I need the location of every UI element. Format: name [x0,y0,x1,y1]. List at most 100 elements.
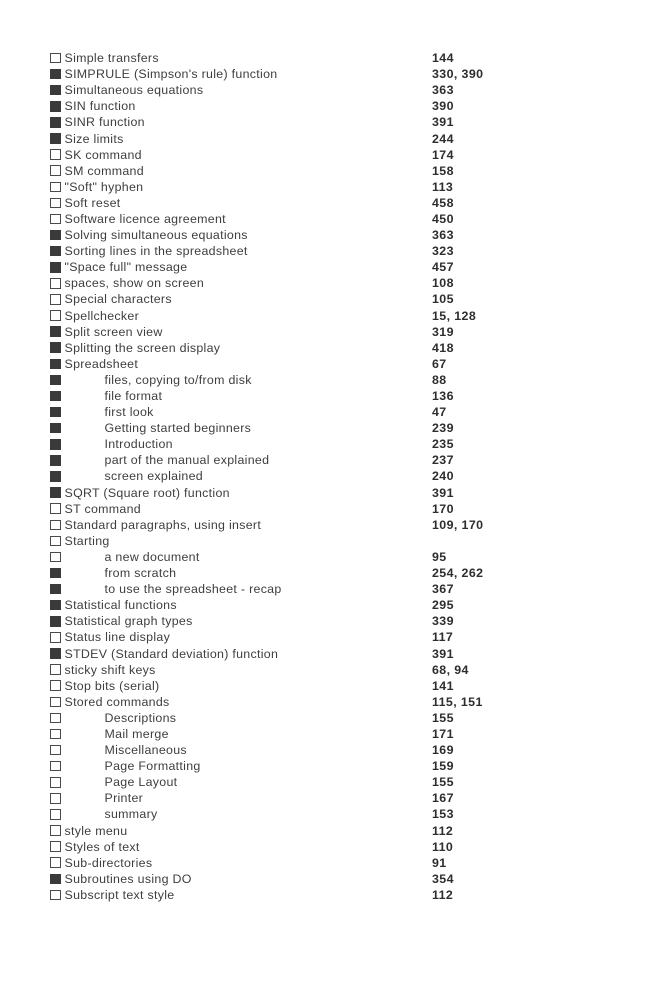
index-entry-row: SQRT (Square root) function 391 [50,485,610,501]
entry-page-numbers: 295 [432,598,454,613]
entry-label: Statistical functions [64,598,177,613]
index-entry-list: Simple transfers 144 SIMPRULE (Simpson's… [50,50,610,903]
index-entry-row: Split screen view 319 [50,324,610,340]
checkbox-icon [50,487,61,498]
index-entry-row: files, copying to/from disk 88 [50,372,610,388]
entry-page-numbers: 136 [432,389,454,404]
entry-label: sticky shift keys [64,662,156,677]
checkbox-icon [50,422,61,434]
entry-page-numbers: 155 [432,710,454,725]
index-entry-row: Mail merge 171 [50,726,610,742]
checkbox-icon [50,197,61,209]
checkbox-icon [50,503,61,514]
checkbox-icon [50,455,61,466]
entry-page-numbers: 115, 151 [432,694,483,709]
index-entry-row: Miscellaneous 169 [50,742,610,758]
checkbox-icon [50,728,61,740]
checkbox-icon [50,213,61,225]
index-entry-row: sticky shift keys 68, 94 [50,662,610,678]
checkbox-icon [50,342,61,353]
checkbox-icon [50,664,61,675]
index-entry-row: Standard paragraphs, using insert 109, 1… [50,517,610,533]
index-entry-row: a new document 95 [50,549,610,565]
entry-page-numbers: 458 [432,195,454,210]
entry-page-numbers: 367 [432,582,454,597]
index-entry-row: Introduction 235 [50,436,610,452]
entry-page-numbers: 391 [432,115,454,130]
entry-label: Getting started beginners [104,421,252,436]
index-entry-row: summary 153 [50,806,610,822]
entry-label: SINR function [64,115,145,130]
checkbox-icon [50,229,61,241]
entry-label: style menu [64,823,128,838]
checkbox-icon [50,294,61,305]
entry-label: Page Formatting [104,759,201,774]
index-entry-row: SK command 174 [50,147,610,163]
entry-page-numbers: 108 [432,276,454,291]
entry-label: files, copying to/from disk [104,372,252,387]
checkbox-icon [50,101,61,112]
entry-page-numbers: 112 [432,823,454,838]
checkbox-icon [50,583,61,595]
entry-label: Starting [64,533,110,548]
entry-page-numbers: 174 [432,147,454,162]
entry-label: SIN function [64,99,136,114]
entry-page-numbers: 155 [432,775,454,790]
entry-label: Styles of text [64,839,140,854]
checkbox-icon [50,519,61,531]
entry-page-numbers: 390 [432,99,454,114]
entry-label: ST command [64,501,141,516]
checkbox-icon [50,793,61,804]
checkbox-icon [50,149,61,160]
checkbox-icon [50,374,61,386]
entry-page-numbers: 95 [432,549,447,564]
entry-page-numbers: 110 [432,839,454,854]
checkbox-icon [50,68,61,80]
index-entry-row: Page Layout 155 [50,774,610,790]
checkbox-icon [50,117,61,128]
index-entry-row: to use the spreadsheet - recap 367 [50,581,610,597]
entry-label: a new document [104,549,200,564]
checkbox-icon [50,599,61,611]
entry-label: Simultaneous equations [64,83,204,98]
entry-label: Subscript text style [64,887,175,902]
checkbox-icon [50,326,61,337]
index-entry-row: Subroutines using DO 354 [50,871,610,887]
checkbox-icon [50,535,61,547]
entry-label: Stored commands [64,694,170,709]
entry-page-numbers: 15, 128 [432,308,477,323]
index-entry-row: file format 136 [50,388,610,404]
entry-label: part of the manual explained [104,453,270,468]
entry-page-numbers: 67 [432,356,447,371]
entry-page-numbers: 363 [432,228,454,243]
checkbox-icon [50,777,61,788]
entry-page-numbers: 323 [432,244,454,259]
index-entry-row: first look 47 [50,404,610,420]
entry-page-numbers: 91 [432,855,447,870]
entry-label: Page Layout [104,775,178,790]
entry-label: "Space full" message [64,260,188,275]
checkbox-icon [50,278,61,289]
index-entry-row: from scratch 254, 262 [50,565,610,581]
entry-label: Split screen view [64,324,163,339]
checkbox-icon [50,439,61,450]
checkbox-icon [50,262,61,273]
entry-label: Statistical graph types [64,614,193,629]
entry-page-numbers: 244 [432,131,454,146]
checkbox-icon [50,696,61,708]
entry-page-numbers: 330, 390 [432,67,484,82]
entry-label: spaces, show on screen [64,276,205,291]
index-entry-row: Splitting the screen display 418 [50,340,610,356]
entry-page-numbers: 144 [432,51,454,66]
entry-page-numbers: 254, 262 [432,566,484,581]
index-entry-row: Styles of text 110 [50,839,610,855]
entry-label: SIMPRULE (Simpson's rule) function [64,67,278,82]
checkbox-icon [50,471,61,482]
entry-page-numbers: 170 [432,501,454,516]
entry-label: Status line display [64,630,171,645]
index-entry-row: Statistical graph types 339 [50,613,610,629]
index-entry-row: Printer 167 [50,790,610,806]
index-entry-row: Soft reset 458 [50,195,610,211]
index-entry-row: SIMPRULE (Simpson's rule) function 330, … [50,66,610,82]
